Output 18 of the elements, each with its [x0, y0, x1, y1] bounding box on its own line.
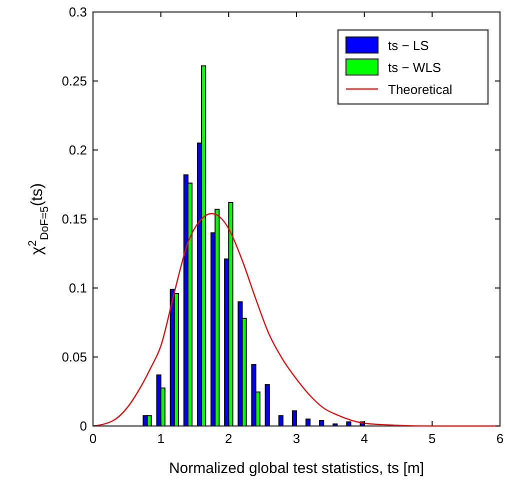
- y-tick-label: 0.3: [68, 4, 87, 20]
- x-tick-label: 2: [225, 431, 232, 446]
- y-tick-label: 0.05: [62, 350, 87, 364]
- x-tick-label: 5: [428, 431, 436, 446]
- x-tick-label: 3: [292, 431, 300, 446]
- y-tick-label: 0.1: [68, 280, 87, 296]
- y-tick-label: 0.25: [62, 74, 87, 88]
- x-axis-title: Normalized global test statistics, ts [m]: [168, 460, 424, 477]
- legend-label: ts − WLS: [388, 60, 442, 75]
- legend-label: ts − LS: [388, 38, 430, 53]
- y-tick-label: 0.2: [68, 142, 87, 158]
- y-tick-label: 0: [80, 418, 87, 434]
- x-tick-label: 1: [157, 431, 164, 446]
- legend-label: Theoretical: [388, 82, 452, 97]
- x-tick-label: 4: [360, 431, 368, 446]
- x-tick-label: 0: [89, 431, 97, 446]
- x-tick-label: 6: [496, 431, 504, 446]
- y-tick-label: 0.15: [62, 212, 87, 226]
